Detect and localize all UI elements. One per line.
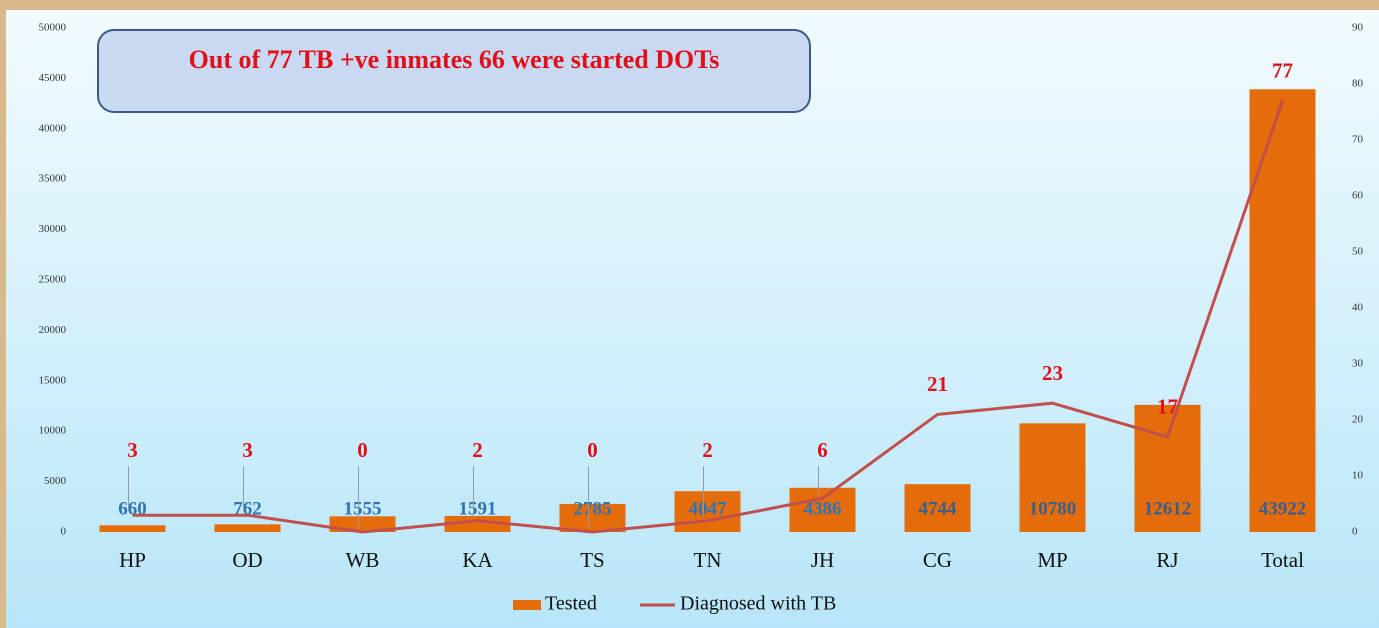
bar [674, 491, 741, 532]
y2-tick-label: 90 [1352, 22, 1364, 34]
line-value-label: 21 [927, 372, 948, 396]
y-tick-label: 45000 [39, 72, 67, 84]
bar [214, 524, 281, 532]
y2-tick-label: 20 [1352, 414, 1364, 426]
line-value-label: 2 [702, 438, 713, 462]
bar [904, 484, 971, 532]
x-tick-label: JH [811, 548, 834, 572]
line-value-label: 77 [1272, 59, 1293, 83]
y-tick-label: 30000 [39, 223, 67, 235]
annotation-box [97, 29, 811, 113]
bar-value-label: 1591 [459, 498, 497, 519]
y-tick-label: 40000 [39, 122, 67, 134]
line-value-label: 6 [817, 438, 828, 462]
y-tick-label: 35000 [39, 173, 67, 185]
x-tick-label: CG [923, 548, 952, 572]
x-tick-label: TN [694, 548, 722, 572]
bar [444, 515, 511, 532]
y-tick-label: 10000 [39, 425, 67, 437]
bar-value-label: 43922 [1259, 498, 1307, 519]
line-value-label: 3 [127, 438, 138, 462]
y2-tick-label: 10 [1352, 470, 1364, 482]
bar-value-label: 1555 [344, 498, 382, 519]
y-tick-label: 5000 [44, 475, 67, 487]
y2-tick-label: 30 [1352, 358, 1364, 370]
bar-value-label: 10780 [1029, 498, 1077, 519]
legend-swatch [513, 600, 541, 610]
y-tick-label: 25000 [39, 274, 67, 286]
y-tick-label: 50000 [39, 22, 67, 34]
y2-tick-label: 50 [1352, 246, 1364, 258]
y2-tick-label: 40 [1352, 302, 1364, 314]
bar-value-label: 4744 [919, 498, 958, 519]
y2-tick-label: 60 [1352, 190, 1364, 202]
bar-value-label: 2785 [574, 498, 612, 519]
bar [1019, 423, 1086, 532]
legend-label: Diagnosed with TB [680, 593, 836, 615]
bar [559, 503, 626, 532]
line-value-label: 0 [357, 438, 368, 462]
bar [1249, 89, 1316, 533]
bar [99, 525, 166, 532]
line-value-label: 17 [1157, 395, 1178, 419]
y-tick-label: 15000 [39, 374, 67, 386]
x-tick-label: RJ [1156, 548, 1178, 572]
line-value-label: 3 [242, 438, 253, 462]
bar [789, 487, 856, 532]
x-tick-label: Total [1261, 548, 1304, 572]
line-value-label: 23 [1042, 361, 1063, 385]
annotation: Out of 77 TB +ve inmates 66 were started… [189, 45, 720, 74]
line-value-label: 0 [587, 438, 598, 462]
bar-value-label: 4047 [689, 498, 728, 519]
bar [1134, 404, 1201, 532]
y2-tick-label: 70 [1352, 134, 1364, 146]
legend-label: Tested [545, 593, 597, 615]
x-tick-label: WB [346, 548, 380, 572]
x-tick-label: TS [580, 548, 605, 572]
y2-tick-label: 80 [1352, 78, 1364, 90]
x-tick-label: OD [232, 548, 262, 572]
x-tick-label: MP [1037, 548, 1067, 572]
bar-value-label: 12612 [1144, 498, 1192, 519]
line-value-label: 2 [472, 438, 483, 462]
x-tick-label: KA [462, 548, 493, 572]
y2-tick-label: 0 [1352, 526, 1358, 538]
y-tick-label: 20000 [39, 324, 67, 336]
x-tick-label: HP [119, 548, 146, 572]
bar-value-label: 4386 [804, 498, 842, 519]
line [132, 100, 1284, 534]
y-tick-label: 0 [61, 526, 67, 538]
